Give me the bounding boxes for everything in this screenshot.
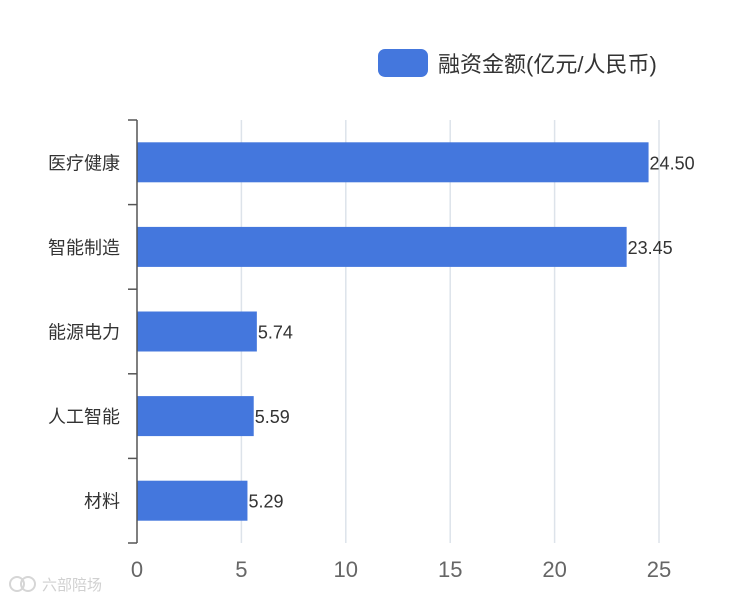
x-tick-label: 5 [235,557,247,582]
x-tick-label: 25 [647,557,671,582]
bar-value-label: 24.50 [650,153,695,173]
bar[interactable] [137,396,254,437]
x-tick-label: 15 [438,557,462,582]
bar[interactable] [137,142,649,183]
bar[interactable] [137,480,248,521]
bar-value-label: 5.59 [255,407,290,427]
bar[interactable] [137,311,257,352]
x-tick-label: 0 [131,557,143,582]
watermark-text: 六部陪场 [42,576,103,594]
category-label: 能源电力 [48,323,120,343]
bar-value-label: 23.45 [628,238,673,258]
bar-value-label: 5.29 [248,492,283,512]
watermark-logo-icon [9,576,36,592]
x-tick-label: 20 [542,557,566,582]
category-label: 智能制造 [48,238,120,258]
legend-label: 融资金额(亿元/人民币) [438,52,657,77]
category-label: 材料 [84,492,120,512]
bar-value-label: 5.74 [258,323,293,343]
bar[interactable] [137,226,627,267]
category-label: 人工智能 [48,407,120,427]
x-tick-label: 10 [334,557,358,582]
legend[interactable]: 融资金额(亿元/人民币) [378,48,657,78]
legend-swatch [378,49,428,77]
watermark: 六部陪场 [8,573,102,595]
category-label: 医疗健康 [48,153,120,173]
